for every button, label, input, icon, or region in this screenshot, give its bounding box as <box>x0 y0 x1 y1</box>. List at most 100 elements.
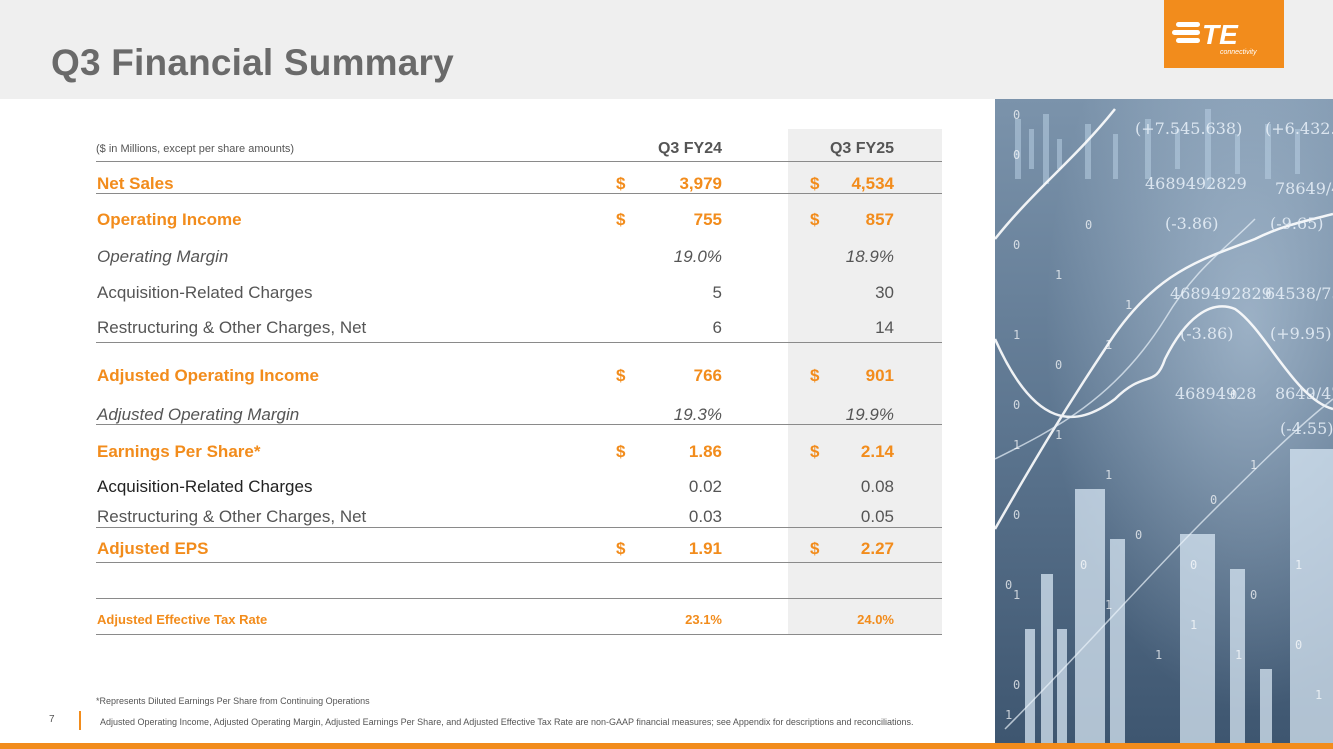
page-title: Q3 Financial Summary <box>51 42 454 83</box>
row-label: Adjusted Operating Income <box>97 366 319 385</box>
value-q3-fy24: 23.1% <box>685 612 722 627</box>
page-number-separator <box>79 711 81 730</box>
currency-symbol: $ <box>616 442 626 461</box>
row-label: Acquisition-Related Charges <box>97 477 313 496</box>
value-q3-fy25: 19.9% <box>845 405 894 424</box>
currency-symbol: $ <box>810 442 820 461</box>
svg-text:1: 1 <box>1013 328 1020 342</box>
value-q3-fy25: 2.14 <box>860 442 894 461</box>
svg-text:0: 0 <box>1005 578 1012 592</box>
svg-text:1: 1 <box>1105 468 1112 482</box>
svg-text:1: 1 <box>1315 688 1322 702</box>
finance-background-image: (+7.545.638) (+6.432.65 4689492829 78649… <box>995 99 1333 743</box>
divider <box>96 598 942 599</box>
row-label: Net Sales <box>97 174 174 193</box>
currency-symbol: $ <box>616 174 626 193</box>
value-q3-fy24: 0.03 <box>688 507 722 526</box>
svg-text:0: 0 <box>1013 508 1020 522</box>
svg-text:1: 1 <box>1125 298 1132 312</box>
photo-digit-2: (+6.432.65 <box>1265 119 1333 138</box>
svg-text:0: 0 <box>1295 638 1302 652</box>
photo-digit-1: (+7.545.638) <box>1135 119 1242 138</box>
row-label: Earnings Per Share* <box>97 442 261 461</box>
te-logo: TE connectivity <box>1164 0 1284 68</box>
value-q3-fy24: 3,979 <box>679 174 722 193</box>
value-q3-fy24: 5 <box>712 283 722 302</box>
value-q3-fy25: 857 <box>865 210 894 229</box>
svg-text:0: 0 <box>1135 528 1142 542</box>
value-q3-fy25: 30 <box>875 283 894 302</box>
column-header-q3-fy24: Q3 FY24 <box>657 140 722 157</box>
value-q3-fy25: 0.08 <box>860 477 894 496</box>
value-q3-fy24: 766 <box>693 366 722 385</box>
value-q3-fy24: 0.02 <box>688 477 722 496</box>
photo-digit-3: 4689492829 <box>1145 174 1247 193</box>
divider <box>96 634 942 635</box>
row-label: Adjusted Operating Margin <box>97 405 300 424</box>
photo-digit-8: 64538/754 <box>1265 284 1333 303</box>
row-label: Adjusted Effective Tax Rate <box>97 612 268 627</box>
svg-text:1: 1 <box>1105 338 1112 352</box>
value-q3-fy24: 1.91 <box>688 539 722 558</box>
value-q3-fy25: 2.27 <box>860 539 894 558</box>
row-label: Operating Margin <box>97 247 229 266</box>
svg-text:0: 0 <box>1013 398 1020 412</box>
photo-digit-13: (-4.55) <box>1280 419 1333 438</box>
value-q3-fy24: 1.86 <box>688 442 722 461</box>
bottom-accent-bar <box>0 743 1333 749</box>
svg-text:1: 1 <box>1013 438 1020 452</box>
currency-symbol: $ <box>616 210 626 229</box>
photo-digit-4: 78649/473 <box>1275 179 1333 198</box>
photo-digit-12: 8649/473 <box>1275 384 1333 403</box>
value-q3-fy25: 4,534 <box>851 174 894 193</box>
svg-text:1: 1 <box>1190 618 1197 632</box>
row-label: Restructuring & Other Charges, Net <box>97 318 367 337</box>
divider <box>96 562 942 563</box>
svg-text:1: 1 <box>1055 428 1062 442</box>
svg-text:0: 0 <box>1230 388 1237 402</box>
currency-symbol: $ <box>810 539 820 558</box>
value-q3-fy25: 901 <box>865 366 894 385</box>
value-q3-fy25: 24.0% <box>857 612 894 627</box>
divider <box>96 193 942 194</box>
svg-text:0: 0 <box>1055 358 1062 372</box>
svg-text:0: 0 <box>1013 678 1020 692</box>
divider <box>96 161 942 162</box>
svg-text:0: 0 <box>1013 238 1020 252</box>
svg-text:0: 0 <box>1013 148 1020 162</box>
row-label: Adjusted EPS <box>97 539 209 558</box>
svg-text:1: 1 <box>1105 598 1112 612</box>
svg-text:1: 1 <box>1005 708 1012 722</box>
currency-symbol: $ <box>810 210 820 229</box>
column-header-q3-fy25: Q3 FY25 <box>829 140 894 157</box>
table-units-note: ($ in Millions, except per share amounts… <box>96 143 295 155</box>
value-q3-fy24: 19.0% <box>673 247 722 266</box>
logo-tagline: connectivity <box>1220 49 1257 56</box>
photo-digit-10: (+9.95) <box>1270 324 1332 343</box>
photo-digit-6: (-9.65) <box>1270 214 1324 233</box>
svg-text:1: 1 <box>1013 588 1020 602</box>
financial-summary-table: ($ in Millions, except per share amounts… <box>96 129 942 635</box>
svg-text:1: 1 <box>1295 558 1302 572</box>
row-label: Operating Income <box>97 210 242 229</box>
value-q3-fy25: 14 <box>875 318 894 337</box>
currency-symbol: $ <box>616 539 626 558</box>
header-band <box>0 0 1333 99</box>
divider <box>96 342 942 343</box>
value-q3-fy25: 0.05 <box>860 507 894 526</box>
row-label: Restructuring & Other Charges, Net <box>97 507 367 526</box>
value-q3-fy25: 18.9% <box>845 247 894 266</box>
logo-brand: TE <box>1202 19 1239 50</box>
svg-text:0: 0 <box>1210 493 1217 507</box>
currency-symbol: $ <box>810 366 820 385</box>
footnote-eps: *Represents Diluted Earnings Per Share f… <box>96 696 370 706</box>
svg-text:0: 0 <box>1013 108 1020 122</box>
value-q3-fy24: 19.3% <box>673 405 722 424</box>
photo-digit-9: (-3.86) <box>1180 324 1234 343</box>
svg-text:1: 1 <box>1235 648 1242 662</box>
photo-digit-7: 4689492829 <box>1170 284 1272 303</box>
svg-text:0: 0 <box>1085 218 1092 232</box>
svg-text:1: 1 <box>1250 458 1257 472</box>
svg-text:1: 1 <box>1155 648 1162 662</box>
photo-digit-11: 46894928 <box>1175 384 1256 403</box>
